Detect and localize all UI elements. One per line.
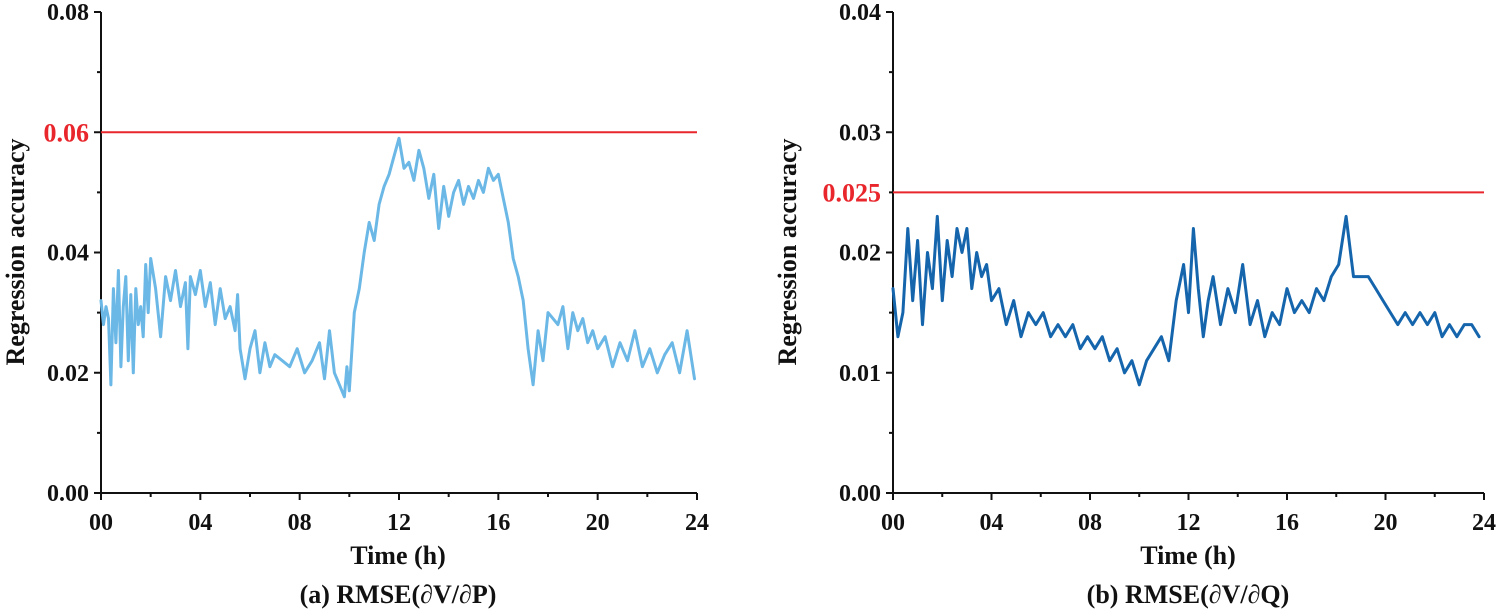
x-axis-title: Time (h) — [350, 541, 446, 570]
chart-caption: (b) RMSE(∂V/∂Q) — [1087, 580, 1290, 609]
y-tick-label: 0.00 — [839, 481, 881, 507]
x-tick-label: 12 — [1177, 510, 1201, 536]
x-tick-label: 24 — [685, 510, 709, 536]
x-tick-label: 20 — [586, 510, 610, 536]
y-tick-label: 0.02 — [839, 241, 881, 267]
y-tick-label: 0.03 — [839, 120, 881, 146]
x-tick-label: 00 — [89, 510, 113, 536]
y-tick-label: 0.02 — [47, 361, 89, 387]
y-axis-title: Regression accuracy — [773, 139, 802, 366]
chart-panel-a: 0.00 0.02 0.04 0.08 00 04 08 12 16 20 24 0.06 Time … — [1, 0, 709, 609]
y-tick-label: 0.04 — [839, 0, 881, 26]
x-tick-label: 04 — [188, 510, 212, 536]
series-line — [891, 214, 1481, 387]
plot-area: 0.00 0.01 0.02 0.03 0.04 00 04 08 12 16 20 24 0.025 — [823, 0, 1497, 536]
chart-caption: (a) RMSE(∂V/∂P) — [300, 580, 497, 609]
x-tick-label: 16 — [486, 510, 510, 536]
y-axis-title: Regression accuracy — [1, 139, 30, 366]
plot-area: 0.00 0.02 0.04 0.08 00 04 08 12 16 20 24 0.06 — [44, 0, 710, 536]
x-tick-label: 20 — [1374, 510, 1398, 536]
x-tick-label: 08 — [1078, 510, 1102, 536]
x-tick-label: 24 — [1472, 510, 1496, 536]
x-tick-label: 16 — [1275, 510, 1299, 536]
series-line — [99, 136, 696, 399]
threshold-label: 0.06 — [44, 118, 90, 147]
y-tick-label: 0.00 — [47, 481, 89, 507]
x-tick-label: 12 — [387, 510, 411, 536]
y-tick-label: 0.08 — [47, 0, 89, 26]
threshold-label: 0.025 — [823, 178, 882, 207]
y-tick-label: 0.01 — [839, 361, 881, 387]
x-tick-label: 00 — [881, 510, 905, 536]
x-tick-label: 04 — [980, 510, 1004, 536]
x-axis-title: Time (h) — [1140, 541, 1236, 570]
y-tick-label: 0.04 — [47, 241, 89, 267]
x-tick-label: 08 — [288, 510, 312, 536]
